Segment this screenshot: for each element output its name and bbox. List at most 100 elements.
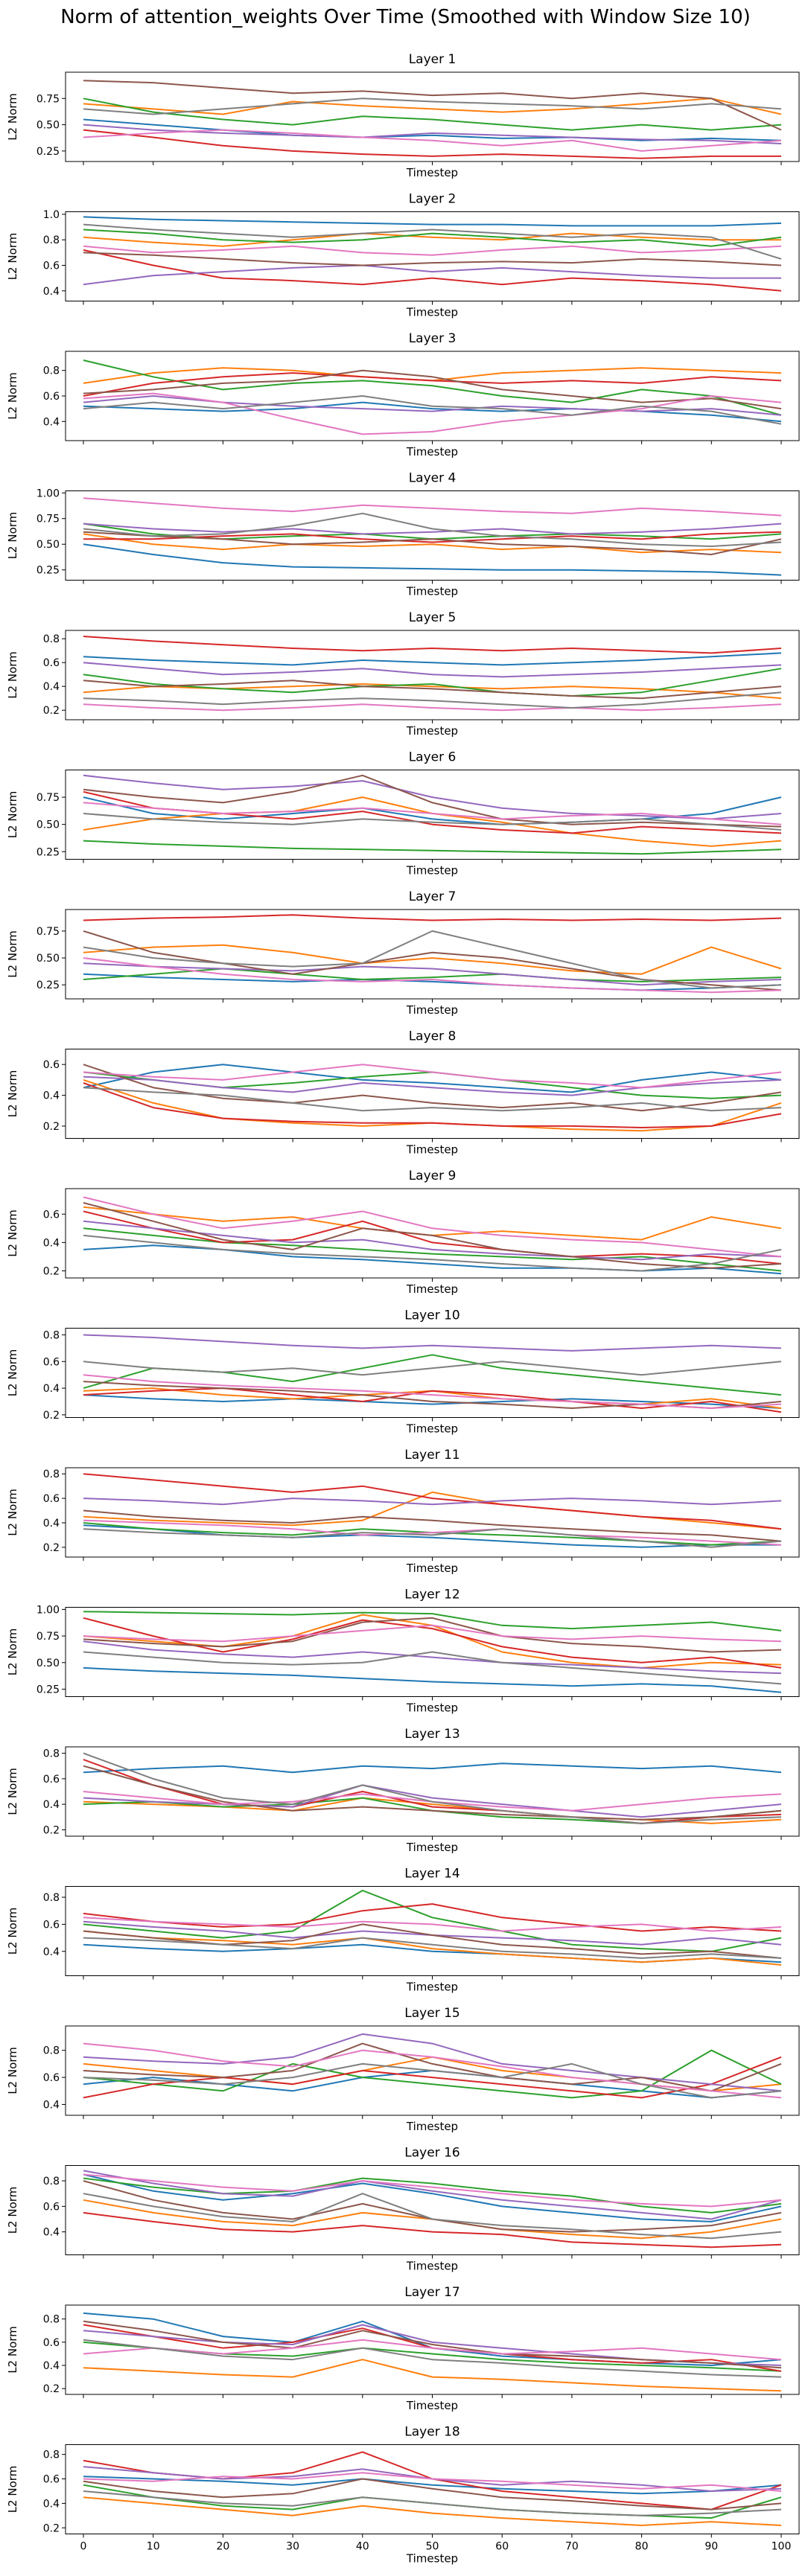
y-tick-label: 0.50 [36, 120, 60, 132]
y-tick-label: 0.75 [36, 926, 60, 938]
y-tick-label: 0.2 [43, 1121, 60, 1133]
series-line-7 [83, 703, 782, 712]
x-axis-label: Timestep [406, 166, 458, 179]
y-axis-label: L2 Norm [6, 930, 19, 978]
subplot-title: Layer 15 [404, 2006, 459, 2021]
y-tick-label: 0.8 [43, 2045, 60, 2057]
x-tick-label: 70 [565, 2541, 579, 2553]
series-line-6 [83, 930, 782, 991]
series-line-1 [83, 652, 782, 666]
series-line-1 [83, 543, 782, 576]
y-tick-label: 0.75 [36, 514, 60, 525]
series-line-7 [83, 957, 782, 994]
series-line-7 [83, 2173, 782, 2208]
x-axis-label: Timestep [406, 445, 458, 458]
series-line-7 [83, 2472, 782, 2492]
subplot-layer-6: Layer 6 0.25 0.50 0.75 Timestep L2 Norm [6, 750, 800, 878]
x-tick-label: 10 [147, 2541, 160, 2553]
series-line-4 [83, 1759, 782, 1824]
x-axis-label: Timestep [406, 2120, 458, 2133]
y-axis-label: L2 Norm [6, 1349, 19, 1397]
x-axis-label: Timestep [406, 2552, 458, 2566]
y-tick-label: 0.50 [36, 819, 60, 831]
series-line-8 [83, 1234, 782, 1272]
series-line-5 [83, 1784, 782, 1818]
subplot-title: Layer 11 [404, 1448, 459, 1463]
subplot-title: Layer 2 [409, 192, 457, 207]
series-line-5 [83, 1076, 782, 1096]
subplot-title: Layer 18 [404, 2425, 459, 2440]
x-axis-label: Timestep [406, 585, 458, 598]
y-tick-label: 0.6 [43, 1919, 60, 1931]
series-line-8 [83, 2339, 782, 2378]
series-line-6 [83, 1509, 782, 1542]
series-line-1 [83, 1762, 782, 1774]
subplot-title: Layer 6 [409, 750, 457, 765]
subplot-layer-15: Layer 15 0.4 0.6 0.8 Timestep L2 Norm [6, 2006, 800, 2133]
subplot-title: Layer 4 [409, 471, 457, 486]
series-line-5 [83, 962, 782, 986]
y-tick-label: 0.75 [36, 93, 60, 105]
series-line-5 [83, 2033, 782, 2092]
series-line-4 [83, 914, 782, 921]
subplot-title: Layer 5 [409, 610, 457, 625]
series-line-7 [83, 1519, 782, 1546]
y-axis-label: L2 Norm [6, 1489, 19, 1536]
series-line-8 [83, 223, 782, 260]
series-line-4 [83, 2056, 782, 2099]
series-line-5 [83, 662, 782, 678]
subplot-title: Layer 17 [404, 2285, 459, 2300]
subplot-layer-3: Layer 3 0.4 0.6 0.8 Timestep L2 Norm [6, 331, 800, 458]
series-line-4 [83, 1082, 782, 1128]
series-line-4 [83, 790, 782, 834]
series-line-7 [83, 1917, 782, 1932]
series-line-8 [83, 1087, 782, 1112]
y-tick-label: 0.4 [43, 1799, 60, 1811]
x-axis-label: Timestep [406, 724, 458, 738]
x-axis-label: Timestep [406, 864, 458, 878]
y-tick-label: 0.25 [36, 846, 60, 858]
axes-frame [65, 1886, 800, 1976]
y-axis-label: L2 Norm [6, 2466, 19, 2513]
series-line-6 [83, 252, 782, 266]
subplot-layer-16: Layer 16 0.4 0.6 0.8 Timestep L2 Norm [6, 2146, 800, 2273]
y-axis-label: L2 Norm [6, 2187, 19, 2234]
series-line-4 [83, 2211, 782, 2249]
y-tick-label: 0.8 [43, 1892, 60, 1904]
series-line-2 [83, 944, 782, 975]
series-line-6 [83, 531, 782, 555]
series-line-6 [83, 80, 782, 131]
x-axis-label: Timestep [406, 1422, 458, 1436]
y-tick-label: 0.6 [43, 1209, 60, 1221]
x-tick-label: 100 [772, 2541, 792, 2553]
y-tick-label: 0.8 [43, 1748, 60, 1760]
series-line-4 [83, 636, 782, 654]
series-line-8 [83, 813, 782, 831]
y-axis-label: L2 Norm [6, 2326, 19, 2374]
x-axis-label: Timestep [406, 1282, 458, 1296]
y-tick-label: 0.8 [43, 2314, 60, 2326]
y-tick-label: 0.4 [43, 1090, 60, 1102]
y-axis-label: L2 Norm [6, 93, 19, 141]
y-tick-label: 0.8 [43, 633, 60, 645]
y-tick-label: 1.00 [36, 488, 60, 499]
y-tick-label: 0.50 [36, 539, 60, 551]
series-line-4 [83, 1210, 782, 1265]
series-line-2 [83, 232, 781, 247]
y-tick-label: 0.4 [43, 286, 60, 298]
series-line-2 [83, 98, 782, 115]
series-line-1 [83, 1524, 781, 1548]
y-tick-label: 0.6 [43, 1059, 60, 1071]
series-line-1 [83, 2173, 782, 2222]
series-line-1 [83, 1244, 782, 1275]
series-line-3 [83, 1890, 782, 1952]
x-tick-label: 0 [80, 2541, 87, 2553]
series-line-5 [83, 124, 782, 144]
x-axis-label: Timestep [406, 2260, 458, 2273]
y-axis-label: L2 Norm [6, 2047, 19, 2094]
series-line-2 [83, 1491, 782, 1530]
x-axis-label: Timestep [406, 1841, 458, 1854]
x-axis-label: Timestep [406, 1562, 458, 1575]
series-line-8 [83, 1651, 782, 1685]
y-tick-label: 0.4 [43, 1383, 60, 1395]
